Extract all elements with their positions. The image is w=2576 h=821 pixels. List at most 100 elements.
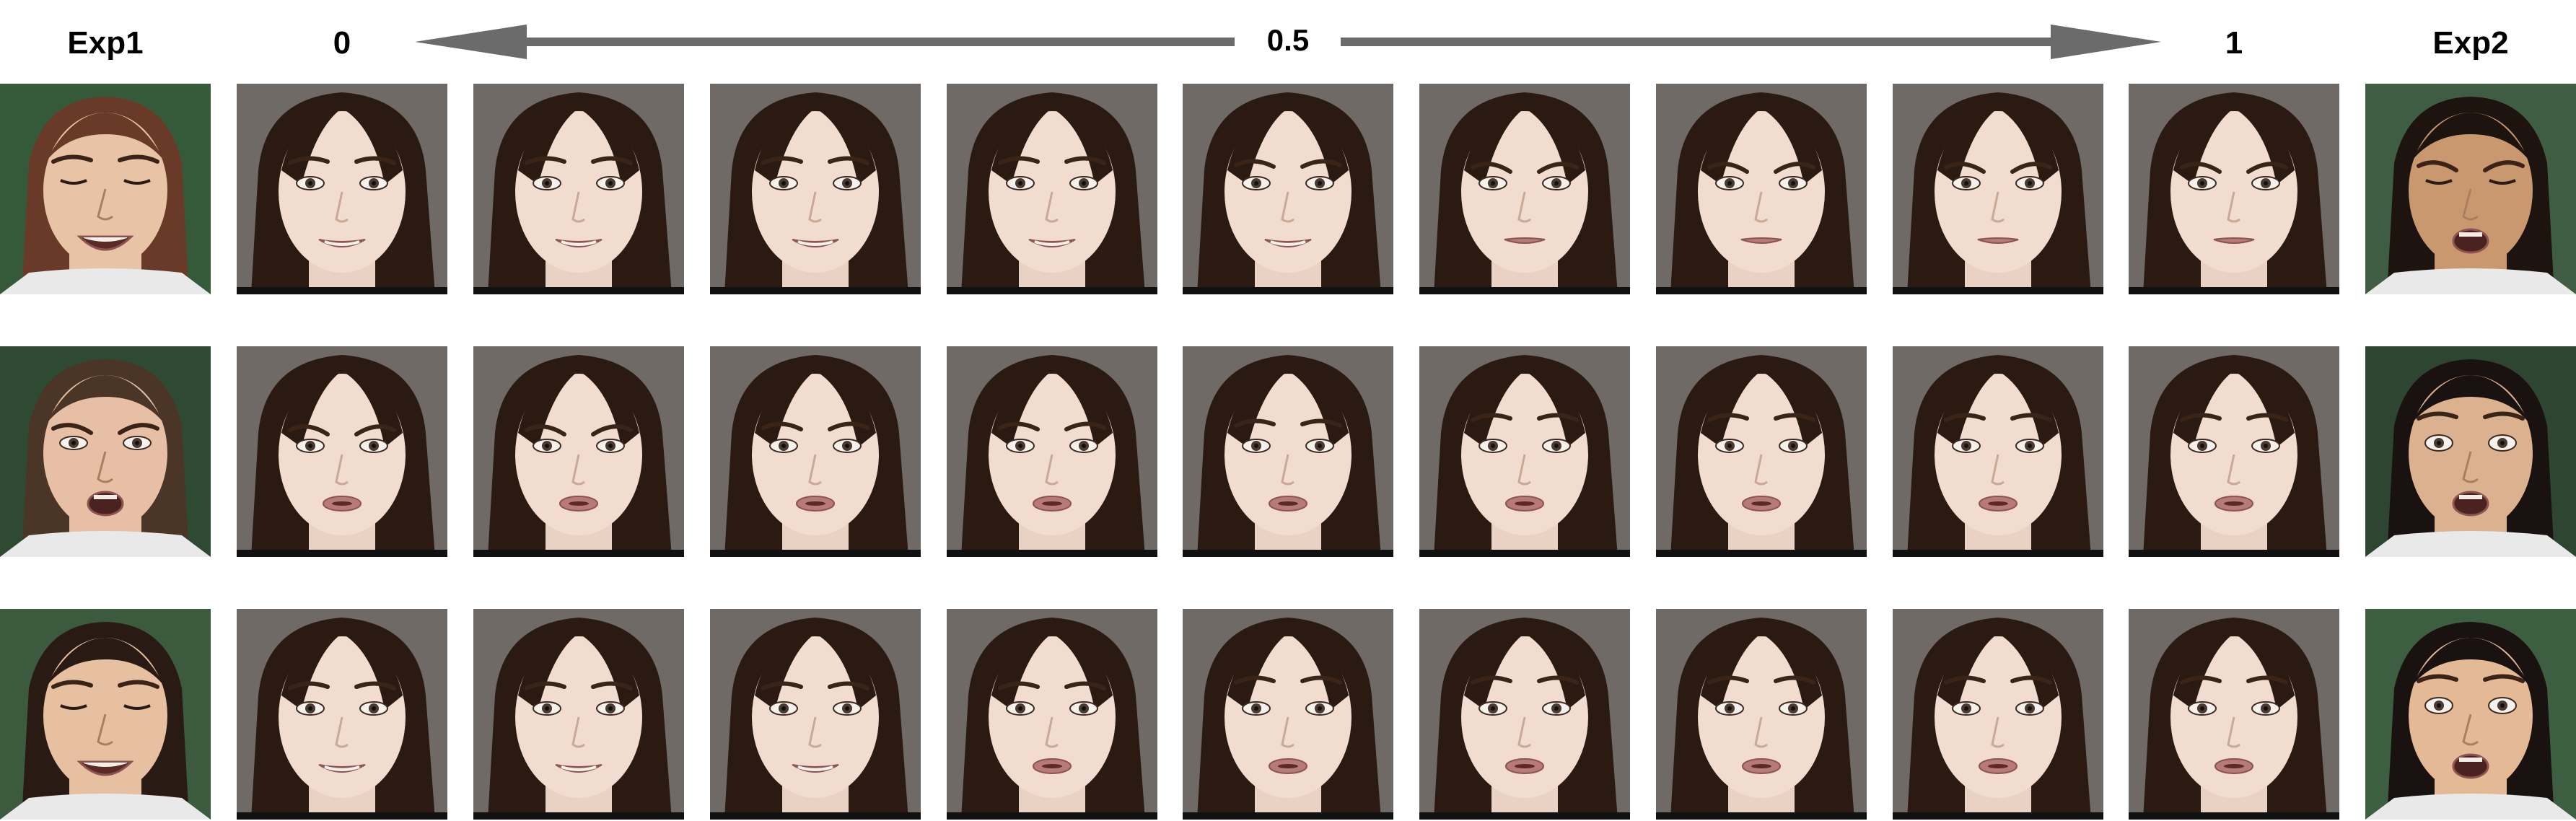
- left-eye-pupil: [1491, 444, 1495, 448]
- exp1-source-face: [0, 346, 211, 557]
- right-eyebrow: [1300, 418, 1342, 428]
- teeth: [84, 237, 127, 242]
- left-eyebrow: [2180, 675, 2222, 685]
- nose: [808, 716, 822, 748]
- nose: [1991, 716, 2005, 748]
- right-eyebrow: [2483, 674, 2525, 683]
- right-eye-pupil: [845, 181, 849, 185]
- right-eye-pupil: [372, 444, 376, 448]
- nose: [1281, 191, 1294, 223]
- right-eye-pupil: [1318, 181, 1322, 185]
- mouth: [1028, 239, 1076, 247]
- right-eyebrow: [1537, 675, 1579, 685]
- nose: [335, 716, 349, 748]
- right-eyebrow: [1774, 675, 1815, 685]
- interpolated-face-frame: [1183, 609, 1393, 820]
- nose: [2462, 451, 2479, 483]
- left-eyebrow: [998, 681, 1040, 690]
- hair-part-left: [1937, 371, 1998, 447]
- left-eyebrow: [1471, 413, 1512, 422]
- right-eyebrow: [591, 681, 633, 690]
- hair-part-right: [342, 633, 403, 710]
- top-edge: [473, 812, 684, 820]
- interpolated-face-frame: [237, 346, 447, 557]
- interpolation-mid-label: 0.5: [1266, 23, 1310, 57]
- right-eye-pupil: [1554, 444, 1559, 448]
- top-edge: [1419, 287, 1630, 294]
- top-edge: [1656, 287, 1867, 294]
- hair-part-left: [991, 108, 1052, 185]
- hair-part-left: [991, 371, 1052, 447]
- right-eye-pupil: [372, 706, 376, 711]
- right-eyebrow: [354, 681, 396, 690]
- right-eyebrow: [354, 424, 396, 436]
- hair-part-left: [1227, 108, 1288, 185]
- interpolated-face-frame: [473, 84, 684, 294]
- hairline: [45, 375, 166, 426]
- mouth: [792, 764, 839, 773]
- teeth: [2459, 232, 2482, 237]
- target-face-image: [1656, 609, 1867, 820]
- shirt: [0, 531, 211, 557]
- right-eye: [123, 704, 151, 710]
- hair-part-right: [1288, 108, 1349, 185]
- shirt: [0, 268, 211, 294]
- target-face-image: [473, 84, 684, 294]
- teeth: [2459, 758, 2482, 762]
- right-eye-pupil: [1082, 181, 1086, 185]
- right-eye-pupil: [2028, 444, 2032, 448]
- hairline: [45, 638, 166, 688]
- left-eye-pupil: [781, 706, 786, 711]
- mouth-opening: [805, 501, 825, 506]
- hair-part-right: [815, 108, 876, 185]
- mouth-opening: [2224, 501, 2244, 506]
- exp2-source-face: [2365, 84, 2576, 294]
- hair-part-right: [1052, 633, 1113, 710]
- right-eye-pupil: [2028, 181, 2032, 185]
- hair-part-left: [1464, 633, 1525, 710]
- hair-part-right: [2234, 633, 2295, 710]
- nose: [571, 454, 585, 486]
- mouth-opening: [332, 501, 352, 506]
- mouth: [318, 239, 366, 247]
- left-eye: [60, 704, 87, 710]
- top-edge: [1419, 812, 1630, 820]
- hair-part-left: [2173, 371, 2234, 447]
- left-eyebrow: [2417, 411, 2458, 421]
- interpolated-face-frame: [1656, 84, 1867, 294]
- left-eyebrow: [998, 156, 1040, 165]
- interpolated-face-frame: [947, 346, 1157, 557]
- nose: [1754, 716, 1768, 748]
- right-eyebrow: [1537, 162, 1579, 174]
- interpolated-face-frame: [1183, 84, 1393, 294]
- hair-part-left: [2173, 633, 2234, 710]
- left-eye-pupil: [545, 706, 549, 711]
- interpolated-face-frame: [710, 346, 921, 557]
- right-eyebrow: [2246, 675, 2288, 685]
- left-eyebrow: [2180, 413, 2222, 422]
- right-eyebrow: [2246, 413, 2288, 422]
- left-eyebrow: [1234, 159, 1276, 169]
- mouth-opening: [1515, 501, 1535, 506]
- nose: [808, 191, 822, 223]
- target-face-image: [1656, 84, 1867, 294]
- top-edge: [710, 812, 921, 820]
- left-eyebrow: [1944, 413, 1986, 422]
- interpolation-end-label: 1: [2225, 25, 2243, 61]
- left-eyebrow: [288, 681, 330, 690]
- teeth: [561, 240, 597, 246]
- hair-part-right: [1761, 633, 1822, 710]
- nose: [571, 716, 585, 748]
- target-face-image: [1419, 346, 1630, 557]
- source-face-image: [2365, 84, 2576, 294]
- right-eye-pupil: [1791, 181, 1795, 185]
- right-eyebrow: [828, 681, 869, 690]
- interpolated-face-frame: [1893, 346, 2103, 557]
- top-edge: [473, 287, 684, 294]
- left-eye-pupil: [1491, 706, 1495, 711]
- mouth-opening: [1988, 501, 2008, 506]
- right-eyebrow: [1064, 681, 1106, 690]
- top-edge: [2129, 550, 2339, 557]
- right-eye-pupil: [2264, 706, 2268, 711]
- left-eye-pupil: [308, 444, 312, 448]
